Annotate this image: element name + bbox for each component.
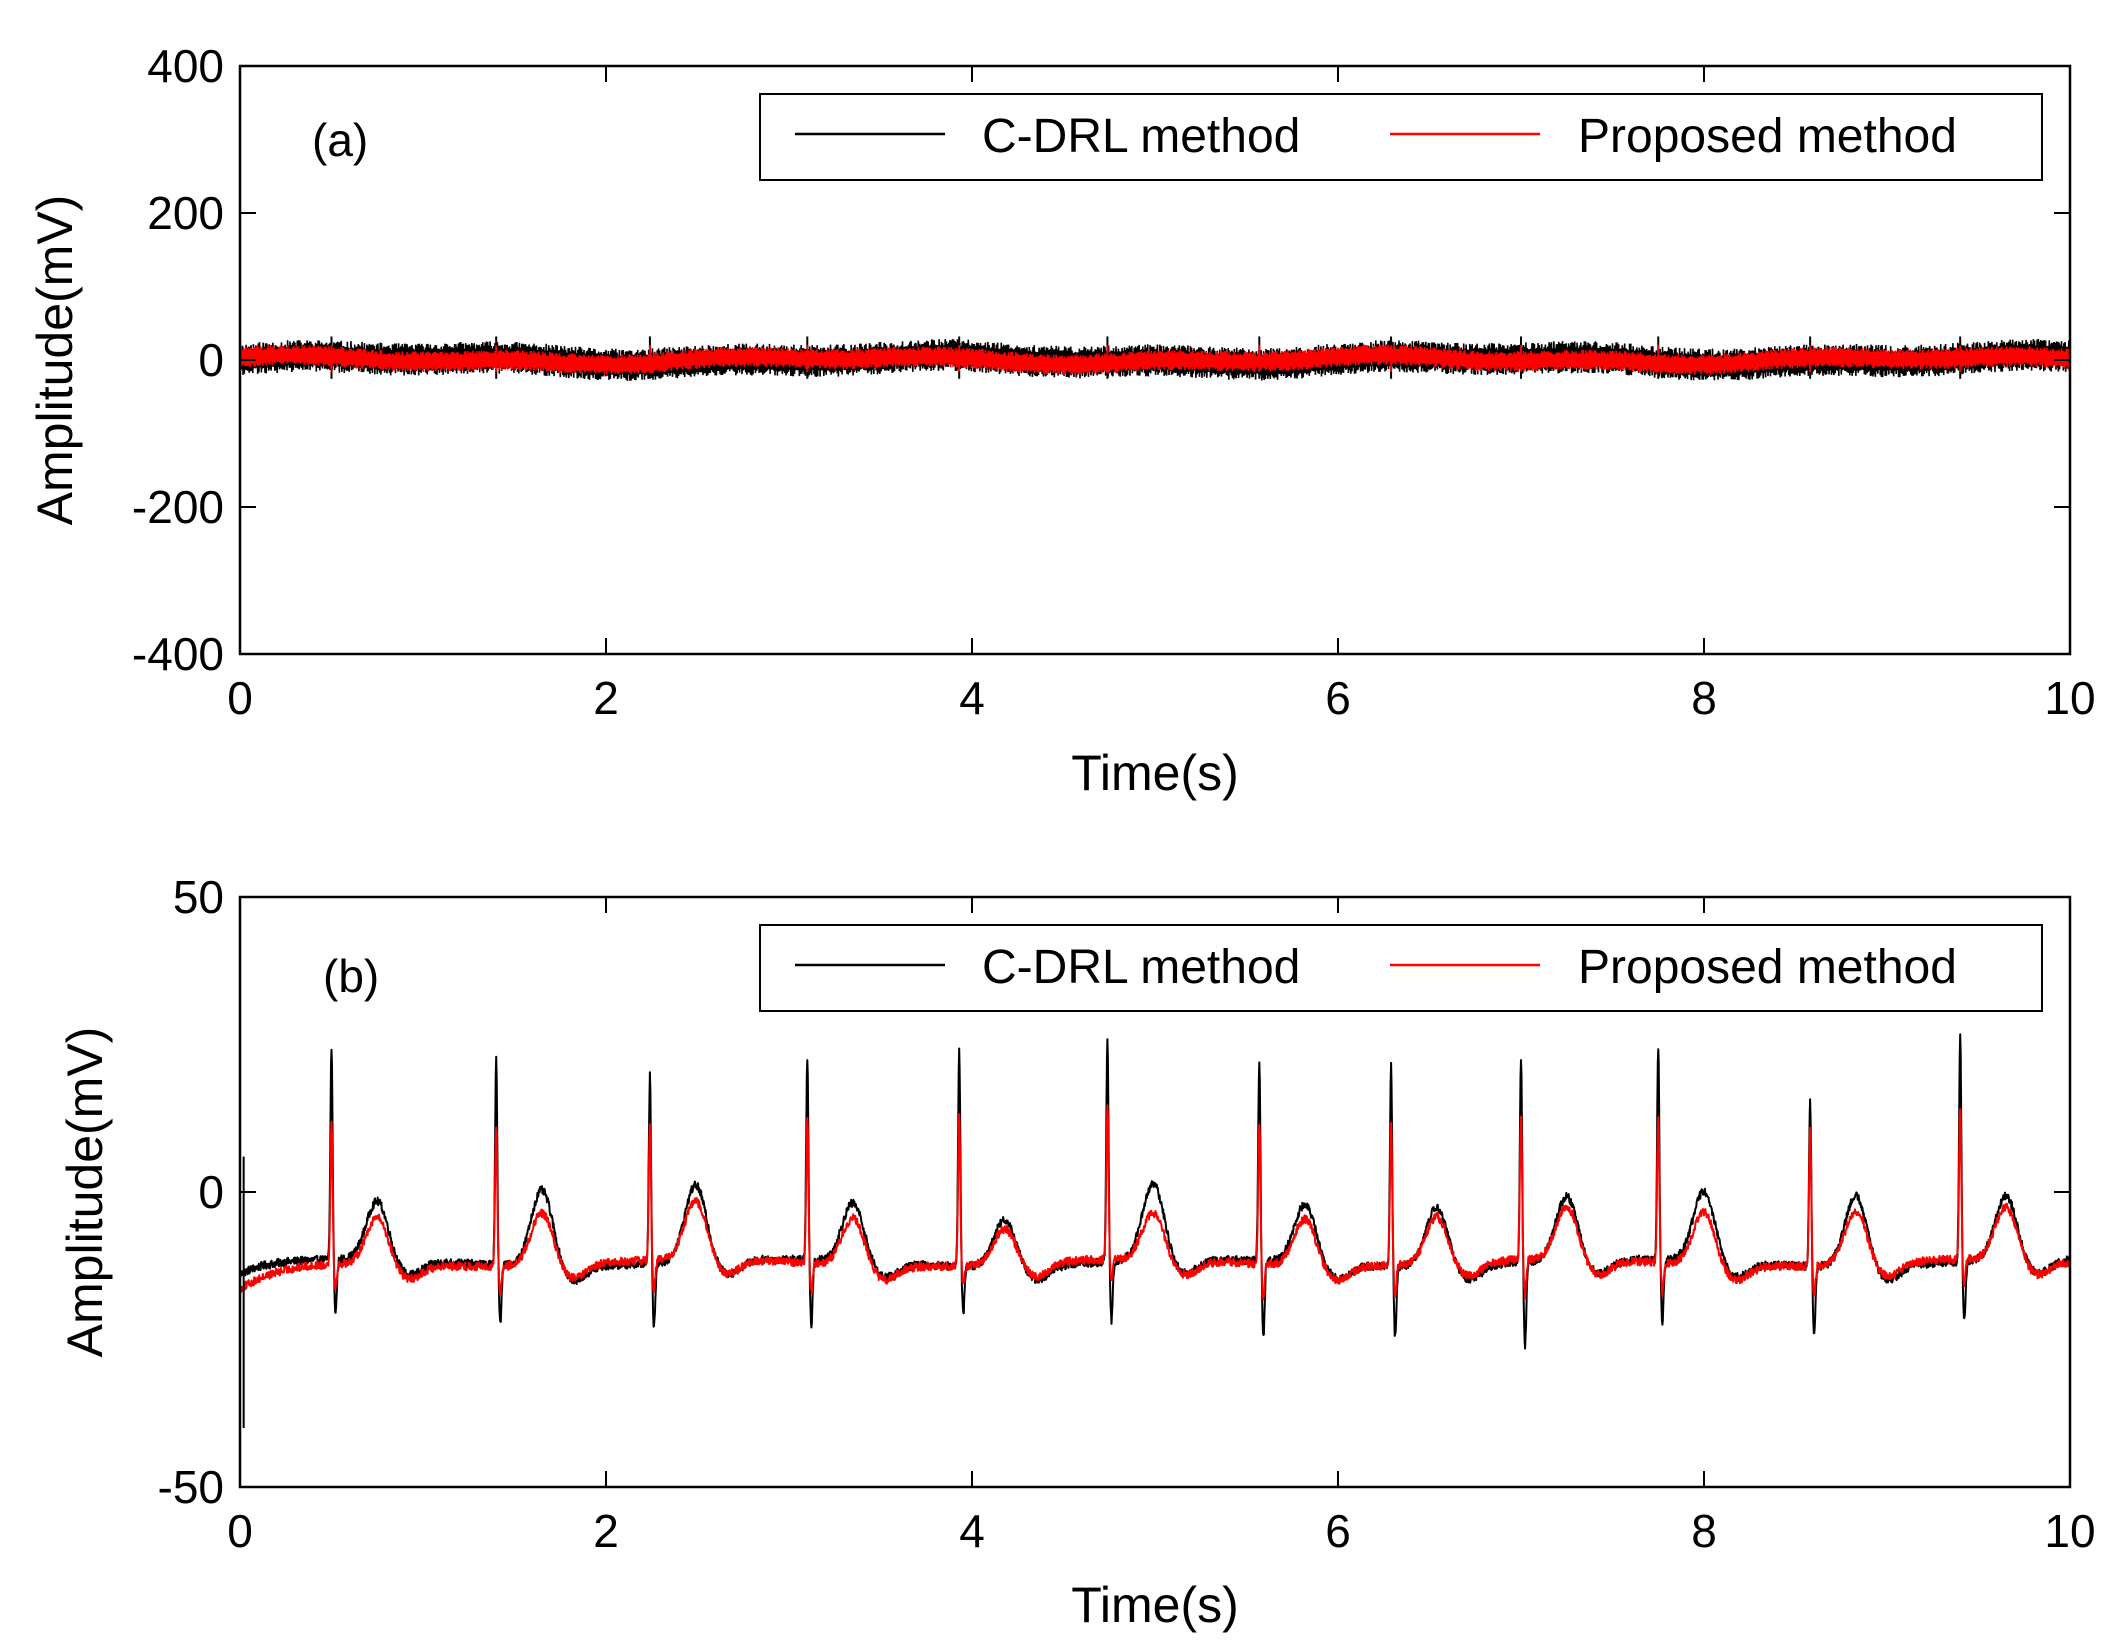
panel-b-legend-label-proposed: Proposed method: [1578, 941, 1957, 994]
panel-b-legend-box: [759, 924, 2043, 1012]
panel-a-series-proposed-line: [239, 344, 2071, 375]
panel-b-x-tick-label: 0: [227, 1505, 253, 1557]
panel-b-y-tick-label: 50: [173, 871, 224, 923]
panel-a-legend-label-proposed: Proposed method: [1578, 110, 1957, 163]
panel-a-y-tick-label: 200: [147, 187, 224, 239]
panel-b-x-tick-label: 4: [959, 1505, 985, 1557]
panel-a: 0 2 4 6 8 10 400 200 0 -200 -400 (a) Time(s) Ampli…: [27, 40, 2096, 801]
panel-b-series-cdrl-line: [239, 1033, 2071, 1350]
panel-a-x-tick-label: 4: [959, 672, 985, 724]
panel-a-y-tick-label: -400: [132, 628, 224, 680]
panel-b-x-tick-label: 8: [1691, 1505, 1717, 1557]
panel-b-x-axis-title: Time(s): [1071, 1577, 1239, 1633]
panel-a-legend-box: [759, 93, 2043, 181]
panel-a-series-cdrl-line: [239, 338, 2071, 381]
panel-a-series-group: [239, 336, 2071, 381]
panel-a-y-axis-title: Amplitude(mV): [27, 195, 83, 526]
panel-a-y-tick-label: 400: [147, 40, 224, 92]
panel-a-x-tick-label: 8: [1691, 672, 1717, 724]
panel-b-legend: C-DRL method Proposed method: [759, 924, 2043, 1012]
panel-a-x-tick-label: 0: [227, 672, 253, 724]
panel-b-x-tick-label: 2: [593, 1505, 619, 1557]
panel-b-label: (b): [323, 950, 379, 1002]
panel-b-x-tick-label: 10: [2044, 1505, 2095, 1557]
panel-a-ticks: 0 2 4 6 8 10 400 200 0 -200 -400: [132, 40, 2096, 724]
panel-a-x-tick-label: 6: [1325, 672, 1351, 724]
panel-b-series-group: [239, 1033, 2071, 1428]
panel-b-x-tick-label: 6: [1325, 1505, 1351, 1557]
panel-b-y-axis-title: Amplitude(mV): [57, 1027, 113, 1358]
panel-b-y-tick-label: 0: [198, 1166, 224, 1218]
panel-a-x-axis-title: Time(s): [1071, 745, 1239, 801]
panel-a-x-tick-label: 10: [2044, 672, 2095, 724]
panel-a-legend-label-cdrl: C-DRL method: [982, 110, 1300, 163]
panel-b-legend-label-cdrl: C-DRL method: [982, 941, 1300, 994]
panel-a-x-tick-label: 2: [593, 672, 619, 724]
panel-a-y-tick-label: 0: [198, 334, 224, 386]
panel-a-legend: C-DRL method Proposed method: [759, 93, 2043, 181]
panel-a-y-tick-label: -200: [132, 481, 224, 533]
panel-b-y-tick-label: -50: [158, 1461, 224, 1513]
panel-a-label: (a): [312, 114, 368, 166]
panel-b-series-proposed-line: [239, 1104, 2071, 1301]
